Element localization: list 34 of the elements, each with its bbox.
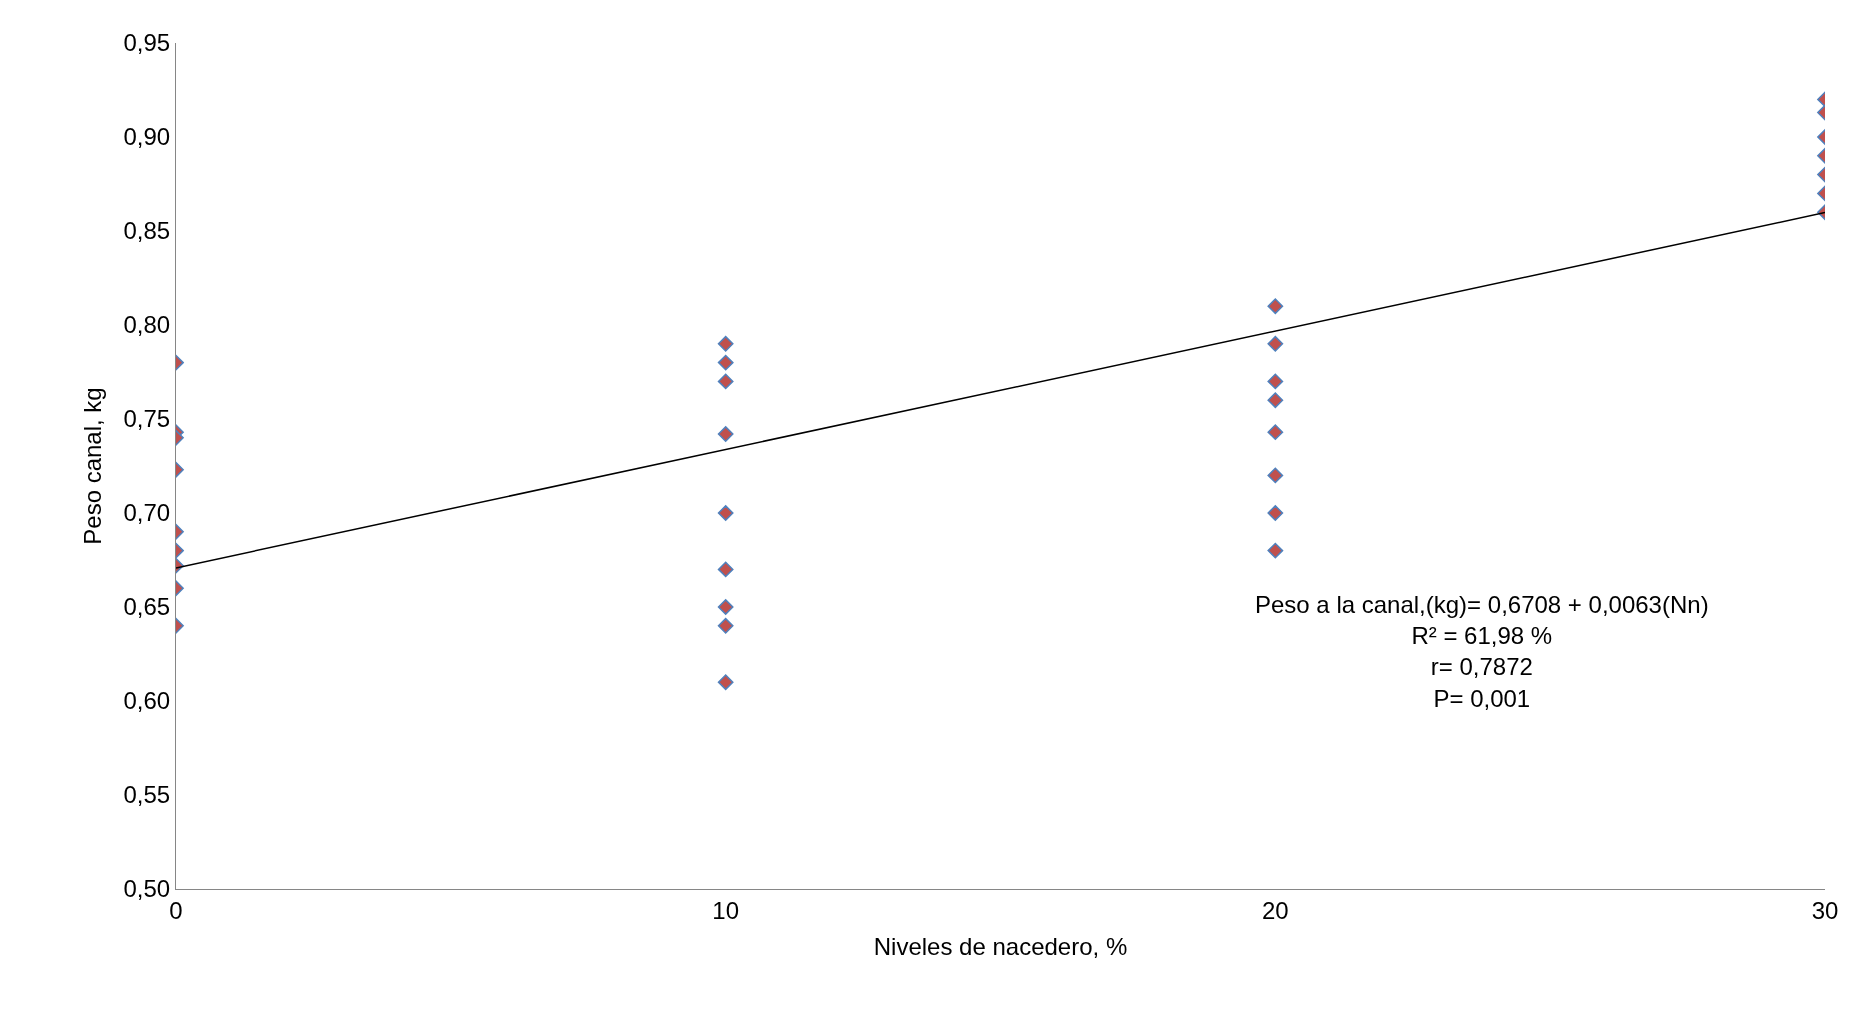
y-axis-title: Peso canal, kg	[78, 387, 106, 545]
point	[717, 373, 734, 390]
point	[717, 505, 734, 521]
y-tick-label: 0,80	[123, 311, 171, 339]
y-tick-label: 0,70	[123, 499, 171, 527]
annotation: Peso a la canal,(kg)= 0,6708 + 0,0063(Nn) R² = 61,98 % r= 0,7872 P= 0,001	[1255, 591, 1709, 712]
point	[717, 354, 734, 371]
point	[1267, 298, 1284, 315]
x-tick-label: 0	[169, 896, 183, 924]
point	[1267, 424, 1284, 441]
y-tick-label: 0,85	[123, 217, 171, 245]
point	[717, 617, 734, 634]
y-tick-label: 0,60	[123, 687, 171, 715]
point	[717, 426, 734, 442]
y-tick-label: 0,90	[123, 123, 171, 151]
y-tick-label: 0,75	[123, 405, 171, 433]
x-tick-label: 10	[712, 896, 740, 924]
point	[1267, 542, 1284, 559]
point	[717, 561, 734, 578]
point	[717, 599, 734, 615]
point	[1267, 467, 1284, 484]
point	[1267, 373, 1284, 390]
x-tick-label: 20	[1261, 896, 1289, 924]
x-axis-title: Niveles de nacedero, %	[873, 933, 1128, 961]
point	[1267, 392, 1284, 409]
y-tick-label: 0,65	[123, 593, 171, 621]
point	[717, 335, 734, 352]
point	[1267, 335, 1284, 352]
y-tick-label: 0,95	[123, 29, 171, 57]
point	[717, 674, 734, 691]
y-tick-label: 0,55	[123, 781, 171, 809]
point	[1267, 505, 1284, 521]
y-tick-label: 0,50	[123, 875, 171, 903]
x-tick-label: 30	[1811, 896, 1839, 924]
